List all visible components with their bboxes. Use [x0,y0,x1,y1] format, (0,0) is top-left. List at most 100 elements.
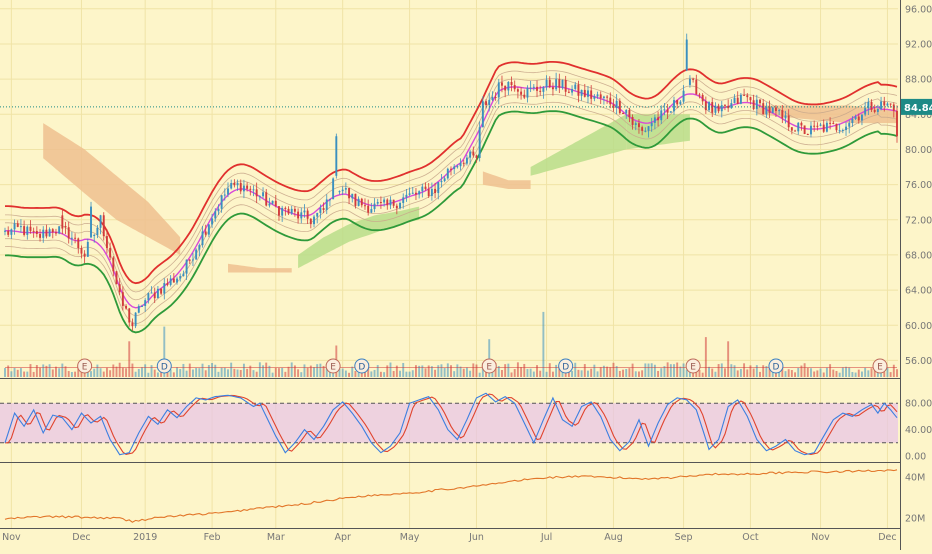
candle-body [724,105,726,107]
volume-bar [822,372,825,377]
candle-body [628,109,631,117]
volume-bar [19,368,22,377]
candle-body [335,136,338,176]
volume-bar [593,364,596,377]
volume-bar [708,366,710,377]
candle-body [504,85,507,91]
volume-bar [131,363,134,377]
volume-bar [147,372,150,377]
candle-body [558,79,561,88]
volume-bar [415,365,417,377]
candle-body [239,182,242,192]
candle-body [854,116,857,119]
volume-bar [857,369,860,377]
candle-body [599,94,602,99]
candle-body [663,109,666,111]
volume-bar [752,368,755,377]
candle-body [816,125,819,127]
volume-bar [102,371,105,377]
candle-body [475,155,478,158]
volume-bar [357,372,360,377]
earnings-marker-icon[interactable]: E [685,358,701,374]
volume-bar [806,367,809,377]
candle-body [348,188,351,199]
volume-bar [628,368,631,377]
volume-bar [58,368,61,377]
volume-bar [77,365,80,377]
volume-bar [653,364,656,377]
volume-bar [896,369,898,377]
volume-bar [262,365,264,377]
candle-body [641,127,644,131]
volume-bar [252,370,255,377]
dividend-marker-icon[interactable]: D [768,358,784,374]
volume-bar [67,371,70,377]
candle-body [638,123,640,128]
candle-body [328,199,331,201]
candle-body [507,81,510,91]
volume-bar [214,364,217,377]
bollinger-upper [5,61,898,285]
volume-bar [39,367,41,377]
volume-bar [634,371,637,377]
candle-body [679,101,682,105]
candle-body [529,87,532,89]
candle-body [602,96,605,99]
volume-bar [182,363,185,377]
volume-bar [861,371,863,377]
candle-body [207,224,210,235]
volume-bar [848,367,851,377]
earnings-marker-icon[interactable]: E [481,358,497,374]
candle-body [806,134,809,136]
dividend-marker-icon[interactable]: D [354,358,370,374]
volume-bar [74,371,77,377]
volume-bar [494,362,497,377]
bollinger-lower [4,110,898,334]
dividend-marker-icon[interactable]: D [558,358,574,374]
candle-body [701,94,704,102]
volume-bar [854,372,857,377]
stochastic-panel [0,392,898,456]
candle-body [606,96,609,98]
volume-bar [577,369,580,377]
volume-bar [344,370,347,377]
earnings-marker-icon[interactable]: E [77,358,93,374]
candle-body [478,127,481,158]
candle-body [112,257,115,272]
volume-bar [338,368,341,377]
volume-bar [86,372,89,377]
candle-body [338,191,341,193]
volume-bar [497,366,500,377]
volume-bar [679,366,682,377]
event-circle [77,358,93,374]
volume-bar [864,367,867,377]
candle-body [35,230,38,234]
candle-body [755,99,758,110]
candle-body [252,189,255,191]
earnings-marker-icon[interactable]: E [325,358,341,374]
candle-body [590,90,593,99]
volume-bar [112,364,115,377]
candle-body [746,95,749,98]
candle-body [354,193,357,206]
volume-bar [207,365,210,377]
price-candles [4,33,898,331]
volume-bar [733,365,736,377]
dividend-marker-icon[interactable]: D [156,358,172,374]
earnings-marker-icon[interactable]: E [872,358,888,374]
price-tick-label: 76.00 [905,180,932,191]
candle-body [67,227,70,239]
volume-bar [341,368,344,377]
volume-bar [10,371,13,377]
volume-bar [70,372,73,377]
volume-bar [99,368,102,377]
volume-bar [179,369,182,377]
volume-bar [529,368,532,377]
volume-bar [548,363,551,377]
volume-bar [376,365,379,377]
volume-bar [841,367,844,377]
